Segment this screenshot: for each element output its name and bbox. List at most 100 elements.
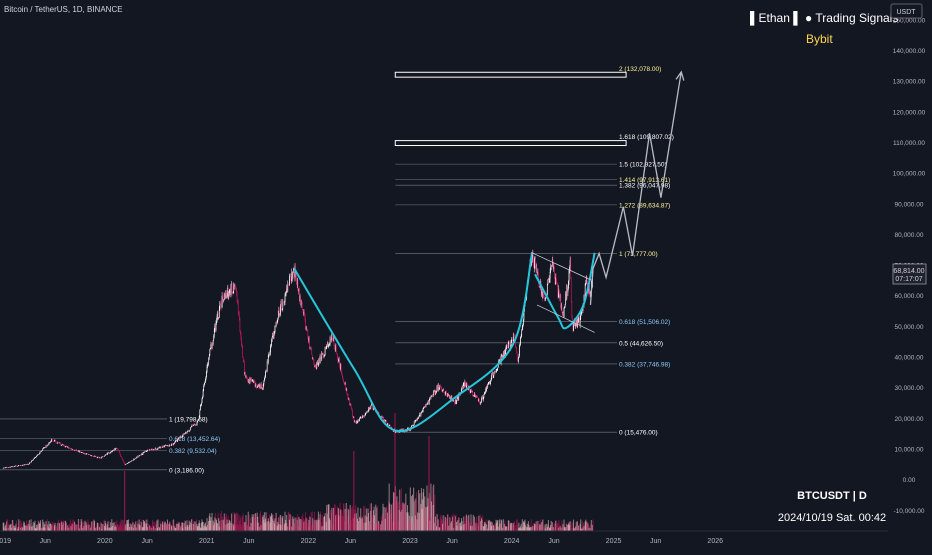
candle-body — [128, 462, 129, 463]
volume-bar — [172, 520, 174, 531]
candle-body — [306, 329, 308, 331]
candle-body — [523, 310, 525, 320]
candle-body — [165, 445, 167, 446]
candle-body — [179, 437, 181, 439]
candle-body — [424, 406, 426, 408]
volume-bar — [441, 520, 443, 531]
volume-bar — [80, 519, 82, 531]
volume-bar — [91, 522, 93, 531]
candle-body — [416, 420, 417, 422]
volume-bar — [71, 523, 73, 531]
volume-bar — [249, 517, 251, 531]
candle-body — [210, 348, 211, 350]
candle-body — [56, 443, 58, 444]
brand-line: ▌Ethan ▌ ● Trading Signals — [750, 11, 898, 26]
volume-bar — [324, 513, 326, 531]
candle-body — [70, 448, 71, 450]
candle-body — [186, 431, 188, 434]
candle-body — [269, 352, 271, 356]
candle-body — [212, 340, 214, 345]
candle-body — [475, 395, 477, 398]
volume-bar — [586, 521, 588, 531]
candle-body — [158, 446, 160, 449]
currency-badge[interactable] — [890, 3, 923, 19]
candle-body — [92, 456, 94, 457]
volume-bar — [73, 521, 75, 531]
candle-body — [249, 383, 250, 384]
candle-body — [314, 365, 316, 367]
candle-body — [386, 422, 388, 425]
candle-body — [341, 371, 343, 375]
volume-bar — [435, 526, 437, 531]
candle-body — [182, 435, 183, 438]
candle-body — [2, 467, 4, 469]
candle-body — [173, 443, 175, 444]
candle-body — [300, 295, 301, 306]
candle-body — [244, 372, 246, 375]
candle-body — [142, 452, 144, 455]
candle-body — [465, 382, 467, 388]
candle-body — [511, 338, 513, 341]
volume-bar — [592, 519, 594, 531]
volume-bar — [170, 524, 172, 531]
volume-bar — [233, 511, 235, 531]
candle-body — [210, 344, 212, 349]
candle-body — [359, 418, 360, 421]
candle-body — [465, 381, 466, 383]
volume-bar — [437, 519, 439, 531]
candle-body — [71, 448, 73, 450]
candle-body — [413, 425, 415, 426]
candle-body — [98, 456, 100, 459]
volume-bar — [94, 521, 96, 531]
volume-bar — [365, 508, 367, 531]
volume-bar — [445, 526, 447, 531]
candle-body — [175, 440, 177, 442]
volume-bar — [293, 526, 295, 531]
candle-body — [253, 380, 255, 383]
volume-bar — [431, 517, 433, 531]
candle-body — [311, 354, 313, 359]
candle-body — [316, 361, 318, 364]
volume-bar — [555, 520, 557, 531]
candle-body — [532, 252, 534, 261]
candle-body — [339, 366, 341, 370]
candle-body — [132, 460, 134, 461]
candle-body — [215, 325, 216, 331]
volume-bar — [26, 525, 28, 531]
candle-body — [294, 274, 295, 278]
candle-body — [239, 318, 241, 331]
candle-body — [65, 446, 67, 447]
volume-bar — [361, 517, 363, 531]
candle-body — [505, 349, 506, 356]
candle-body — [191, 426, 192, 428]
candle-body — [152, 448, 153, 450]
volume-bar — [414, 515, 416, 531]
volume-bar — [546, 526, 548, 531]
volume-bar — [429, 496, 431, 531]
volume-bar — [405, 493, 407, 531]
candle-body — [512, 333, 514, 342]
candle-body — [255, 384, 257, 386]
candle-body — [221, 295, 223, 308]
candle-body — [302, 309, 304, 310]
volume-bar — [457, 520, 459, 531]
candle-body — [271, 337, 273, 340]
volume-bar — [58, 522, 60, 531]
candle-body — [233, 284, 235, 286]
candle-body — [93, 456, 94, 457]
candle-body — [166, 445, 167, 446]
candle-body — [235, 285, 236, 288]
candle-body — [333, 337, 335, 347]
volume-bar — [272, 514, 274, 531]
volume-bar — [247, 511, 249, 531]
volume-bar — [332, 524, 334, 531]
candle-body — [168, 444, 170, 447]
volume-bar — [34, 520, 36, 531]
candle-body — [85, 453, 87, 455]
candle-body — [70, 448, 72, 450]
volume-bar — [364, 515, 366, 531]
candle-body — [371, 404, 373, 408]
volume-bar — [99, 527, 101, 531]
